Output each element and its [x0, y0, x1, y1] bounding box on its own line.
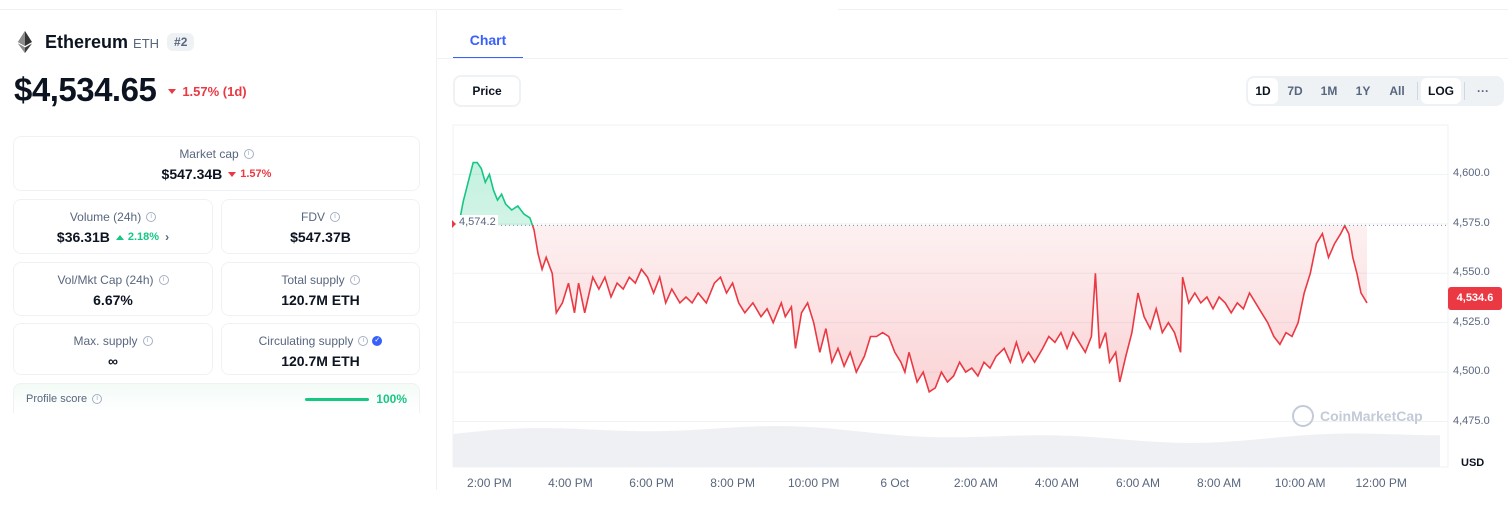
- caret-down-icon: [228, 171, 237, 177]
- range-7d-button[interactable]: 7D: [1287, 84, 1303, 98]
- x-tick-label: 6:00 AM: [1115, 476, 1160, 490]
- y-tick-label: 4,600.0: [1453, 167, 1490, 180]
- verified-check-icon: ✓: [372, 336, 383, 346]
- x-tick-label: 6 Oct: [880, 476, 910, 490]
- info-icon[interactable]: i: [349, 275, 360, 285]
- current-price: $4,534.65: [14, 71, 157, 108]
- more-options-icon[interactable]: ···: [1477, 84, 1489, 98]
- x-tick-label: 10:00 AM: [1274, 476, 1326, 490]
- x-tick-label: 6:00 PM: [629, 476, 674, 490]
- volume-bars: [453, 426, 1440, 467]
- price-change-value: 1.57% (1d): [182, 83, 247, 99]
- market-cap-change: 1.57%: [228, 168, 271, 180]
- info-icon[interactable]: i: [158, 275, 169, 285]
- market-cap-value: $547.34B: [161, 166, 223, 182]
- time-range-selector: 1D 7D 1M 1Y All LOG ···: [1246, 76, 1504, 106]
- reference-arrow-icon: [452, 220, 456, 228]
- coinmarketcap-logo-icon: [1292, 405, 1314, 427]
- area-below-reference: [532, 225, 1367, 392]
- x-tick-label: 8:00 AM: [1197, 476, 1242, 490]
- info-icon[interactable]: i: [330, 212, 340, 222]
- info-icon[interactable]: i: [146, 212, 157, 222]
- circulating-supply-card[interactable]: Circulating supply i ✓ 120.7M ETH: [221, 323, 420, 375]
- coin-symbol: ETH: [133, 36, 160, 51]
- y-tick-label: 4,575.0: [1453, 216, 1490, 229]
- volume-card[interactable]: Volume (24h) i $36.31B 2.18% ›: [13, 199, 213, 254]
- max-supply-label: Max. supply: [73, 334, 138, 348]
- fdv-card[interactable]: FDV i $547.37B: [221, 199, 420, 254]
- chart-type-toggle: Price: [453, 75, 521, 107]
- x-tick-label: 2:00 PM: [467, 476, 512, 490]
- total-supply-card[interactable]: Total supply i 120.7M ETH: [221, 262, 420, 316]
- market-cap-label: Market cap: [179, 147, 239, 161]
- range-1y-button[interactable]: 1Y: [1355, 84, 1371, 98]
- y-tick-label: 4,475.0: [1453, 414, 1490, 427]
- price-line-below: [531, 225, 1368, 394]
- x-tick-label: 2:00 AM: [953, 476, 998, 490]
- volume-change-value: 2.18%: [127, 231, 160, 243]
- y-tick-label: 4,500.0: [1453, 365, 1490, 378]
- range-1m-button[interactable]: 1M: [1320, 84, 1338, 98]
- rank-badge: #2: [167, 33, 195, 51]
- profile-score-label: Profile score: [26, 393, 88, 405]
- volume-label: Volume (24h): [69, 210, 142, 224]
- price-line-above: [458, 161, 1346, 226]
- coinmarketcap-watermark: CoinMarketCap: [1292, 405, 1423, 427]
- caret-down-icon: [168, 88, 177, 94]
- max-supply-value: ∞: [108, 353, 118, 369]
- reference-price-label: 4,574.2: [457, 215, 498, 229]
- coin-header: Ethereum ETH #2: [14, 30, 195, 54]
- info-icon[interactable]: i: [358, 336, 369, 346]
- volume-value: $36.31B: [56, 229, 110, 245]
- info-icon[interactable]: i: [243, 149, 254, 159]
- log-scale-button[interactable]: LOG: [1421, 78, 1461, 104]
- profile-score-bar: [305, 398, 369, 401]
- y-tick-label: 4,550.0: [1453, 266, 1490, 279]
- vol-mkt-cap-value: 6.67%: [93, 292, 133, 308]
- market-cap-card[interactable]: Market cap i $547.34B 1.57%: [13, 136, 420, 191]
- fdv-value: $547.37B: [290, 229, 351, 245]
- x-tick-label: 12:00 PM: [1355, 476, 1407, 490]
- info-icon[interactable]: i: [142, 336, 153, 346]
- tab-chart[interactable]: Chart: [453, 25, 523, 59]
- market-cap-change-value: 1.57%: [240, 168, 272, 180]
- x-tick-label: 4:00 AM: [1034, 476, 1079, 490]
- volume-change: 2.18%: [115, 231, 160, 243]
- max-supply-card[interactable]: Max. supply i ∞: [13, 323, 213, 375]
- x-tick-label: 8:00 PM: [710, 476, 755, 490]
- vol-mkt-cap-label: Vol/Mkt Cap (24h): [57, 273, 154, 287]
- fdv-label: FDV: [301, 210, 325, 224]
- range-1d-button[interactable]: 1D: [1248, 78, 1278, 104]
- info-icon[interactable]: i: [92, 394, 103, 404]
- ethereum-logo-icon: [14, 30, 36, 54]
- last-price-label: 4,534.6: [1448, 287, 1502, 310]
- price-change: 1.57% (1d): [168, 83, 247, 99]
- profile-score-row[interactable]: Profile score i 100%: [13, 383, 420, 413]
- chevron-right-icon[interactable]: ›: [165, 230, 170, 244]
- coin-overview-panel: Ethereum ETH #2 $4,534.65 1.57% (1d) Mar…: [0, 0, 436, 520]
- caret-up-icon: [115, 234, 124, 240]
- x-tick-label: 10:00 PM: [788, 476, 840, 490]
- area-above-reference: [459, 162, 1367, 226]
- currency-label: USD: [1461, 457, 1485, 469]
- watermark-text: CoinMarketCap: [1320, 408, 1423, 424]
- coin-name: Ethereum: [45, 31, 129, 52]
- price-row: $4,534.65 1.57% (1d): [14, 71, 247, 109]
- circulating-supply-value: 120.7M ETH: [281, 353, 360, 369]
- range-all-button[interactable]: All: [1389, 84, 1405, 98]
- circulating-supply-label: Circulating supply: [258, 334, 354, 348]
- profile-score-value: 100%: [376, 392, 407, 406]
- price-toggle-button[interactable]: Price: [455, 77, 519, 105]
- vol-mkt-cap-card[interactable]: Vol/Mkt Cap (24h) i 6.67%: [13, 262, 213, 316]
- y-tick-label: 4,525.0: [1453, 315, 1490, 328]
- total-supply-label: Total supply: [281, 273, 345, 287]
- x-tick-label: 4:00 PM: [548, 476, 593, 490]
- total-supply-value: 120.7M ETH: [281, 292, 360, 308]
